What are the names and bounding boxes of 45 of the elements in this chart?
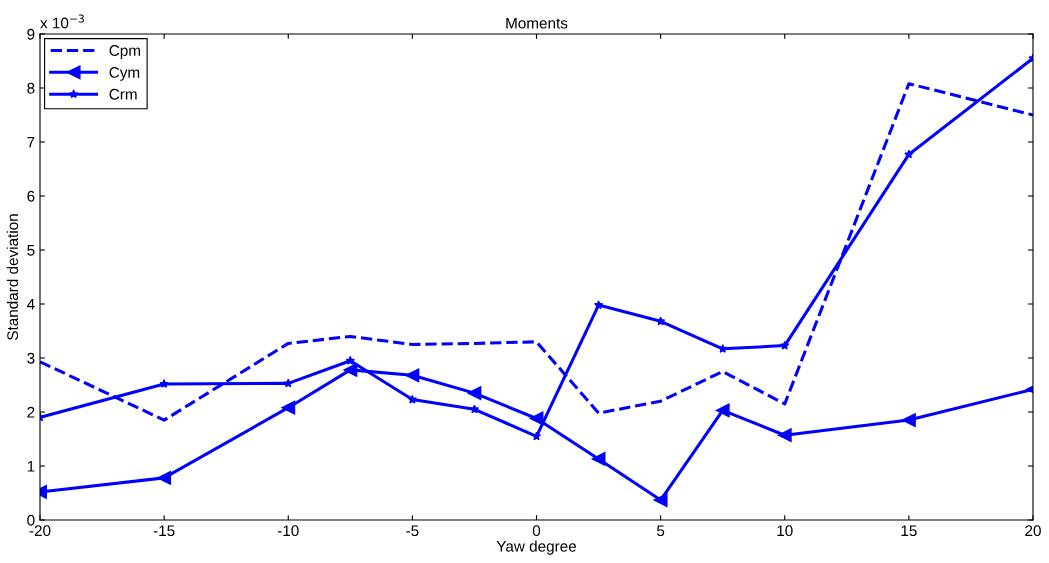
point [405, 368, 420, 383]
y-tick-label: 6 [27, 190, 35, 202]
point [653, 493, 668, 507]
point [283, 378, 293, 388]
chart-title: Moments [506, 17, 568, 29]
x-tick-label: -5 [406, 525, 419, 537]
point [593, 300, 604, 310]
y-tick-label: 5 [27, 245, 35, 256]
y-tick-label: 7 [27, 137, 35, 148]
point [904, 149, 914, 159]
point [157, 470, 172, 485]
y-axis-title: Standard deviation [6, 214, 19, 340]
point [780, 340, 790, 350]
x-tick-label: 0 [532, 525, 541, 537]
text: x 10$^{−3}$ [40, 14, 84, 29]
point [777, 428, 792, 443]
x-axis-title: Yaw degree [496, 540, 577, 555]
point [407, 394, 418, 404]
y-tick-label: 9 [27, 28, 35, 40]
point [343, 362, 358, 377]
point [159, 379, 169, 388]
y-tick-label: 3 [27, 352, 35, 364]
legend-label: Cpm [109, 45, 140, 59]
point [281, 400, 296, 415]
x-tick-label: -20 [29, 525, 51, 537]
x-tick-label: 10 [777, 525, 793, 537]
point [901, 413, 916, 428]
x-tick-label: -15 [153, 525, 175, 537]
y-tick-label: 0 [27, 514, 35, 526]
y-tick-label: 4 [26, 299, 35, 310]
x-tick-label: -10 [277, 525, 299, 537]
point [591, 452, 606, 466]
x-tick-label: 20 [1025, 525, 1041, 537]
x-tick-label: 15 [901, 525, 917, 537]
y-tick-label: 2 [27, 406, 35, 418]
x-tick-label: 5 [656, 525, 665, 537]
legend-label: Crm [109, 88, 137, 100]
point [715, 403, 730, 418]
point [345, 355, 355, 365]
point [469, 404, 480, 414]
legend-label: Cym [109, 66, 140, 81]
point [467, 386, 482, 401]
y-tick-label: 1 [27, 461, 35, 472]
point [718, 343, 728, 353]
y-tick-label: 8 [27, 82, 35, 94]
